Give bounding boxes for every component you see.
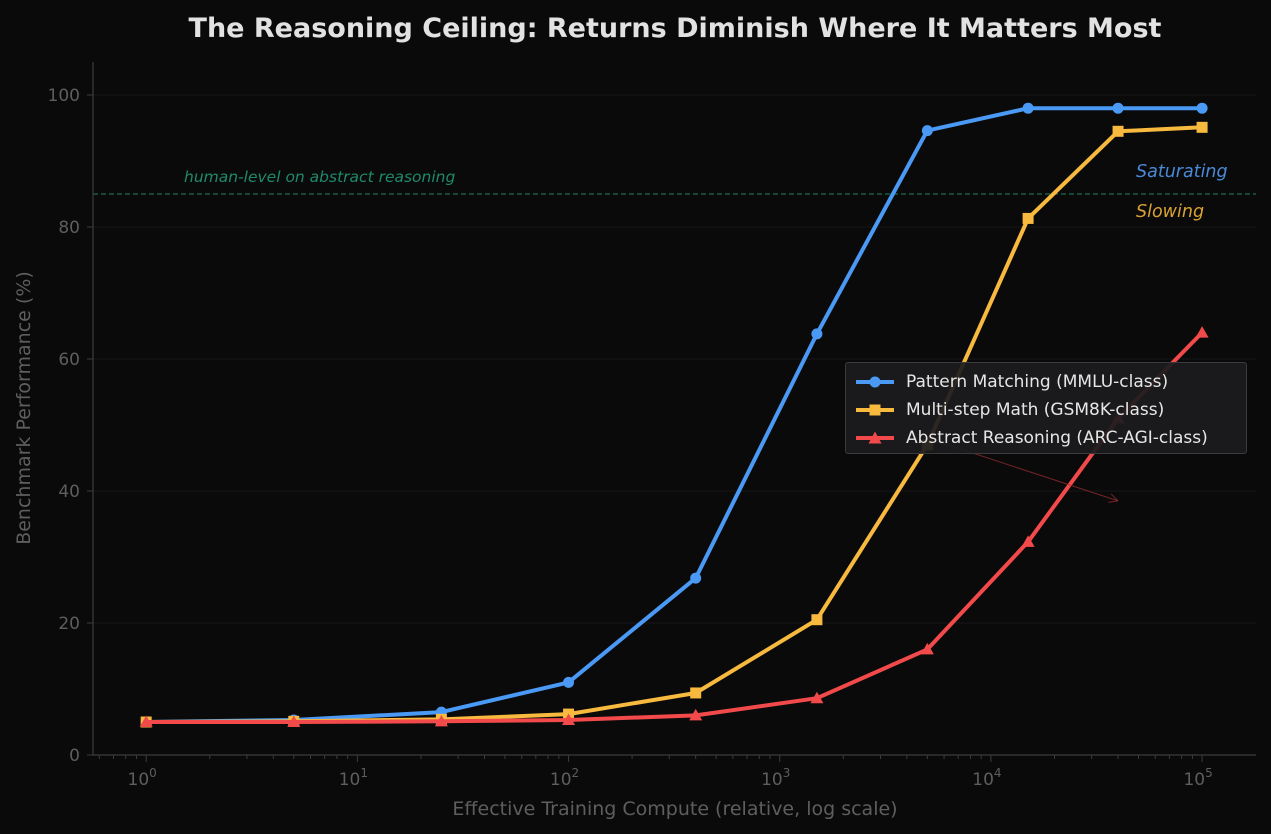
- legend-item-pattern-matching: Pattern Matching (MMLU-class): [854, 368, 1246, 396]
- series-group: [139, 102, 1209, 728]
- annotation-arrowhead: [1108, 500, 1119, 503]
- data-point: [562, 713, 576, 726]
- data-point: [1022, 102, 1034, 114]
- data-point: [139, 715, 153, 727]
- data-point: [811, 328, 823, 340]
- y-tick-label: 100: [48, 86, 80, 106]
- series-line: [144, 330, 1205, 724]
- data-point: [434, 714, 448, 727]
- legend-swatch-triangle: [856, 431, 894, 444]
- legend-label: Abstract Reasoning (ARC-AGI-class): [906, 428, 1208, 448]
- x-tick-label: 100: [128, 766, 157, 790]
- annotation-slowing: Slowing: [1136, 202, 1204, 222]
- legend-swatch-square: [856, 404, 894, 416]
- chart-title: The Reasoning Ceiling: Returns Diminish …: [189, 13, 1162, 44]
- data-point: [690, 687, 702, 699]
- data-point: [811, 614, 823, 626]
- y-tick-label: 0: [69, 746, 80, 766]
- legend-item-abstract-reasoning: Abstract Reasoning (ARC-AGI-class): [854, 424, 1246, 452]
- data-point: [1112, 102, 1124, 114]
- legend-swatch-circle: [856, 376, 894, 388]
- x-tick-label: 103: [761, 766, 790, 790]
- reference-line-label: human-level on abstract reasoning: [184, 168, 455, 186]
- data-point: [689, 708, 703, 721]
- x-tick-label: 105: [1183, 766, 1212, 790]
- x-tick-label: 102: [550, 766, 579, 790]
- data-point: [287, 715, 301, 727]
- data-point: [1196, 102, 1208, 114]
- data-point: [1196, 121, 1208, 133]
- data-point: [810, 691, 824, 704]
- x-tick-label: 101: [339, 766, 368, 790]
- x-tick-label: 104: [972, 766, 1001, 790]
- legend-label: Multi-step Math (GSM8K-class): [906, 400, 1165, 420]
- y-tick-label: 20: [58, 614, 80, 634]
- legend-label: Pattern Matching (MMLU-class): [906, 372, 1169, 392]
- chart-legend: Pattern Matching (MMLU-class) Multi-step…: [845, 362, 1247, 454]
- y-tick-label: 40: [58, 482, 80, 502]
- annotation-saturating: Saturating: [1136, 162, 1228, 182]
- y-tick-label: 80: [58, 218, 80, 238]
- data-point: [1022, 212, 1034, 224]
- y-tick-label: 60: [58, 350, 80, 370]
- axes: 0 20 40 60 80 100 100 101 102 103 104 105: [48, 62, 1256, 790]
- series-line: [144, 106, 1205, 724]
- data-point: [1195, 326, 1209, 338]
- data-point: [920, 642, 934, 655]
- data-point: [1112, 125, 1124, 137]
- data-point: [690, 572, 702, 584]
- legend-item-multi-step-math: Multi-step Math (GSM8K-class): [854, 396, 1246, 424]
- data-point: [1021, 535, 1035, 547]
- x-axis-label: Effective Training Compute (relative, lo…: [452, 798, 897, 820]
- data-point: [563, 676, 575, 688]
- annotation-arrowhead: [1110, 493, 1119, 502]
- data-point: [921, 125, 933, 137]
- y-axis-label: Benchmark Performance (%): [13, 271, 35, 545]
- series-triangle: [139, 326, 1209, 727]
- reference-line-group: human-level on abstract reasoning: [93, 168, 1256, 195]
